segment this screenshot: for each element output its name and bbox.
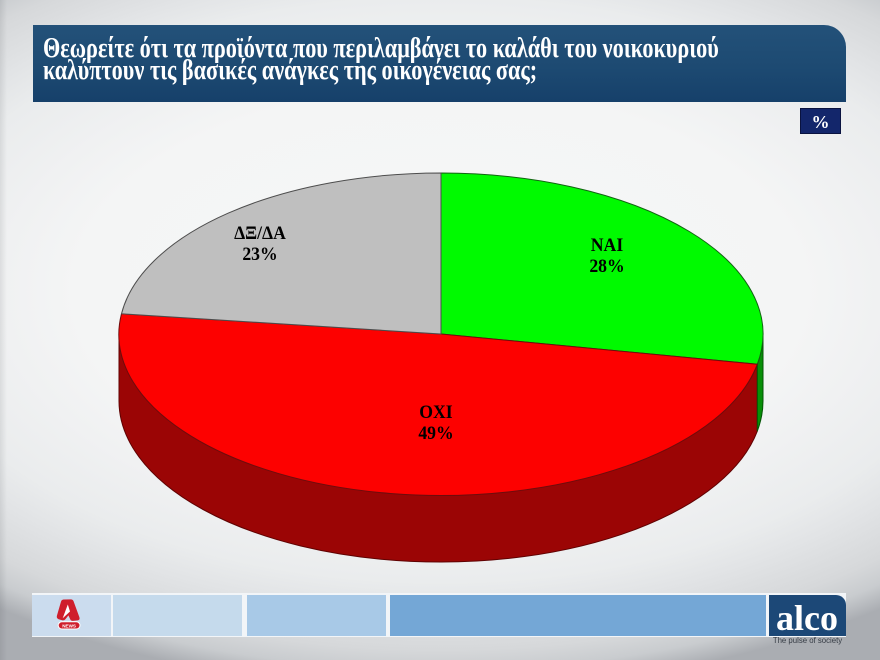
svg-text:NEWS: NEWS: [62, 623, 76, 628]
